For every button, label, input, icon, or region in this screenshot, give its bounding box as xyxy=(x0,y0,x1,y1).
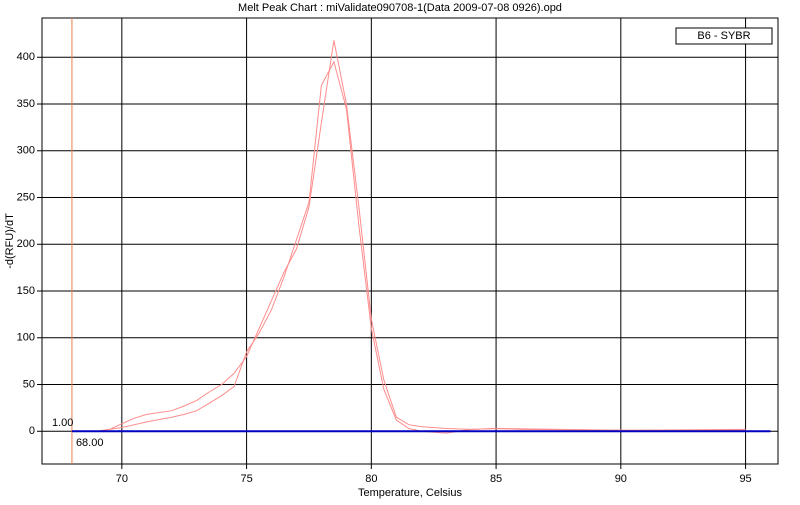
marker-x-text: 68.00 xyxy=(76,437,104,449)
y-tick-label: 350 xyxy=(17,98,35,110)
y-tick-label: 300 xyxy=(17,145,35,157)
legend-box xyxy=(675,27,773,45)
legend-label: B6 - SYBR xyxy=(697,30,750,42)
y-tick-label: 400 xyxy=(17,51,35,63)
y-tick-label: 150 xyxy=(17,285,35,297)
marker-y-text: 1.00 xyxy=(52,417,73,429)
series-line xyxy=(71,40,746,432)
x-tick-label: 85 xyxy=(490,473,502,485)
plot-area xyxy=(41,17,779,465)
y-tick-label: 100 xyxy=(17,332,35,344)
x-tick-label: 95 xyxy=(739,473,751,485)
x-tick-label: 75 xyxy=(240,473,252,485)
y-tick-label: 0 xyxy=(29,425,35,437)
x-tick-label: 70 xyxy=(116,473,128,485)
chart-title: Melt Peak Chart : miValidate090708-1(Dat… xyxy=(238,2,562,14)
x-tick-label: 80 xyxy=(365,473,377,485)
y-tick-label: 200 xyxy=(17,238,35,250)
x-tick-label: 90 xyxy=(615,473,627,485)
y-tick-label: 50 xyxy=(23,378,35,390)
x-axis-label: Temperature, Celsius xyxy=(358,487,462,499)
y-tick-label: 250 xyxy=(17,191,35,203)
y-axis-label: -d(RFU)/dT xyxy=(4,213,16,269)
